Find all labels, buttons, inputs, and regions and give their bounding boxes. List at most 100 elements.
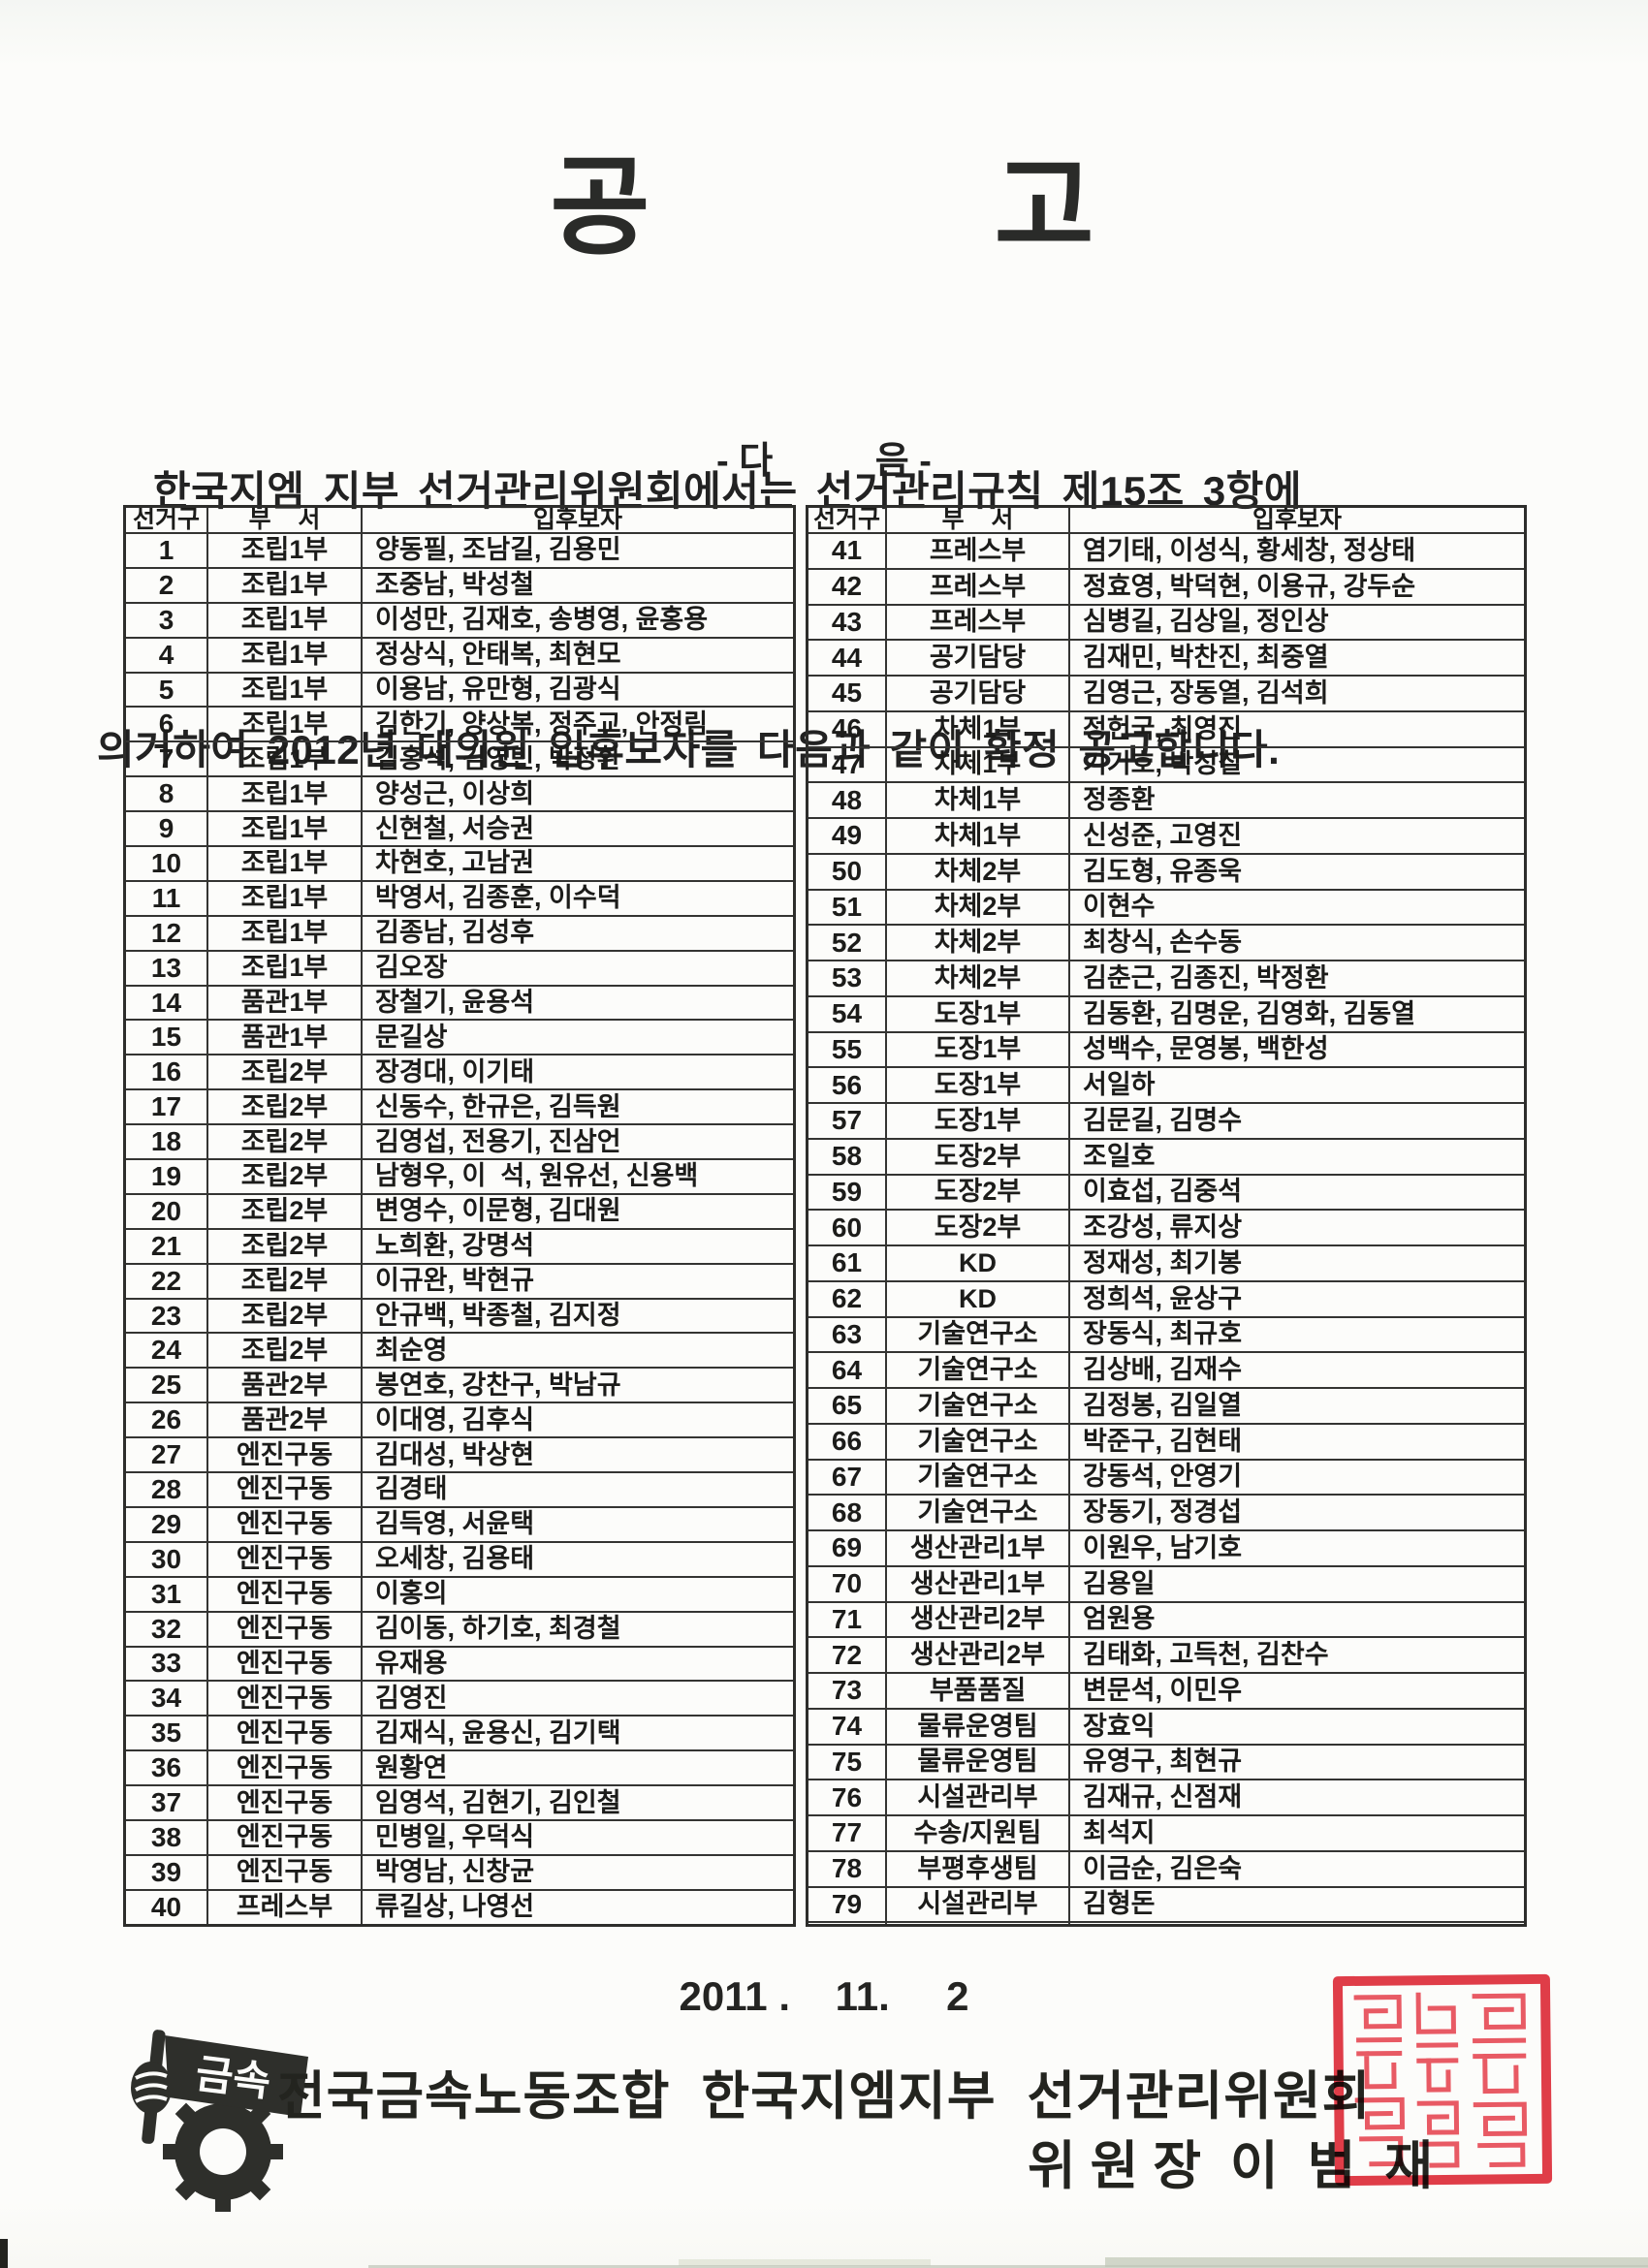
- district-cell: 51: [806, 888, 887, 927]
- table-row: 79 시설관리부 김형돈: [806, 1885, 1527, 1924]
- dept-cell: 조립1부: [206, 706, 363, 743]
- district-cell: 10: [123, 845, 208, 882]
- candidates-cell: 봉연호, 강찬구, 박남규: [361, 1367, 796, 1404]
- page-title: 공 고: [550, 146, 1098, 268]
- dept-cell: 기술연구소: [885, 1315, 1070, 1354]
- district-cell: 67: [806, 1458, 887, 1496]
- footer-organization: 전국금속노동조합 한국지엠지부 선거관리위원회: [277, 2067, 1372, 2126]
- dept-column-header: 부 서: [885, 505, 1070, 534]
- candidates-cell: 장동기, 정경섭: [1068, 1494, 1527, 1531]
- table-row: 72 생산관리2부 김태화, 고득천, 김찬수: [806, 1636, 1527, 1674]
- dept-cell: 생산관리1부: [885, 1564, 1070, 1603]
- dept-cell: 수송/지원팀: [885, 1814, 1070, 1852]
- scan-bottom-edge: [0, 2252, 1648, 2268]
- dept-cell: 프레스부: [206, 1888, 363, 1927]
- candidates-cell: 김영진: [361, 1680, 796, 1717]
- district-cell: 16: [123, 1054, 208, 1091]
- candidates-cell: 정효영, 박덕현, 이용규, 강두순: [1068, 567, 1527, 606]
- table-row: 34 엔진구동 김영진: [123, 1680, 796, 1717]
- dept-cell: 도장2부: [885, 1137, 1070, 1176]
- footer-chairman: 위 원 장 이 범 재: [1028, 2137, 1434, 2195]
- candidates-cell: 김태화, 고득천, 김찬수: [1068, 1636, 1527, 1674]
- table-row: 47 차체1부 기기호, 박성칠: [806, 745, 1527, 784]
- table-row: 71 생산관리2부 엄원용: [806, 1600, 1527, 1639]
- table-row: 12 조립1부 김종남, 김성후: [123, 914, 796, 952]
- candidates-cell: 유영구, 최현규: [1068, 1743, 1527, 1781]
- district-cell: 42: [806, 567, 887, 606]
- candidates-cell: 양성근, 이상희: [361, 775, 796, 813]
- table-row: 36 엔진구동 원황연: [123, 1749, 796, 1787]
- district-cell: 48: [806, 781, 887, 819]
- district-cell: 63: [806, 1315, 887, 1354]
- district-cell: 55: [806, 1030, 887, 1069]
- table-row: 41 프레스부 염기태, 이성식, 황세창, 정상태: [806, 532, 1527, 570]
- dept-cell: 조립1부: [206, 949, 363, 987]
- candidates-cell: 김동환, 김명운, 김영화, 김동열: [1068, 994, 1527, 1033]
- table-row: 76 시설관리부 김재규, 신점재: [806, 1779, 1527, 1816]
- district-cell: 30: [123, 1540, 208, 1578]
- table-row: 62 KD 정희석, 윤상구: [806, 1279, 1527, 1318]
- table-row: 55 도장1부 성백수, 문영봉, 백한성: [806, 1030, 1527, 1069]
- table-header-row: 선거구 부 서 입후보자: [806, 505, 1527, 534]
- table-row: 16 조립2부 장경대, 이기태: [123, 1054, 796, 1091]
- candidates-cell: 김한기, 양상복, 정주교, 안정림: [361, 706, 796, 743]
- district-cell: 12: [123, 914, 208, 952]
- dept-cell: 조립1부: [206, 810, 363, 848]
- candidates-cell: 김도형, 유종욱: [1068, 852, 1527, 891]
- candidates-cell: 정희석, 윤상구: [1068, 1279, 1527, 1318]
- dept-cell: 차체1부: [885, 709, 1070, 748]
- table-row: 70 생산관리1부 김용일: [806, 1564, 1527, 1603]
- candidates-cell: 유재용: [361, 1645, 796, 1683]
- district-cell: 58: [806, 1137, 887, 1176]
- dept-cell: 조립2부: [206, 1192, 363, 1230]
- candidates-cell: 김상배, 김재수: [1068, 1351, 1527, 1389]
- district-cell: 77: [806, 1814, 887, 1852]
- district-cell: 13: [123, 949, 208, 987]
- district-cell: 11: [123, 879, 208, 917]
- dept-cell: 조립1부: [206, 879, 363, 917]
- table-row: 60 도장2부 조강성, 류지상: [806, 1209, 1527, 1246]
- district-cell: 5: [123, 671, 208, 709]
- dept-cell: 시설관리부: [885, 1885, 1070, 1924]
- table-row: 19 조립2부 남형우, 이 석, 원유선, 신용백: [123, 1158, 796, 1195]
- dept-cell: 기술연구소: [885, 1494, 1070, 1531]
- metal-union-logo-icon: 금속: [131, 2030, 308, 2212]
- dept-cell: 차체1부: [885, 745, 1070, 784]
- table-row: 13 조립1부 김오장: [123, 949, 796, 987]
- dept-cell: 조립1부: [206, 775, 363, 813]
- district-cell: 17: [123, 1088, 208, 1126]
- district-cell: 33: [123, 1645, 208, 1683]
- candidates-cell: 김영섭, 전용기, 진삼언: [361, 1123, 796, 1161]
- district-cell: 45: [806, 675, 887, 712]
- candidates-cell: 안규백, 박종철, 김지정: [361, 1297, 796, 1335]
- candidates-cell: 오세창, 김용태: [361, 1540, 796, 1578]
- table-row: 22 조립2부 이규완, 박현규: [123, 1262, 796, 1300]
- district-cell: 53: [806, 960, 887, 997]
- district-cell: 39: [123, 1853, 208, 1891]
- dept-cell: 엔진구동: [206, 1436, 363, 1474]
- dept-cell: 도장1부: [885, 994, 1070, 1033]
- candidates-cell: 최석지: [1068, 1814, 1527, 1852]
- district-cell: 7: [123, 740, 208, 778]
- table-row: 65 기술연구소 김정봉, 김일열: [806, 1387, 1527, 1425]
- table-row: 23 조립2부 안규백, 박종철, 김지정: [123, 1297, 796, 1335]
- dept-cell: 엔진구동: [206, 1818, 363, 1856]
- dept-cell: 조립2부: [206, 1054, 363, 1091]
- table-row: 8 조립1부 양성근, 이상희: [123, 775, 796, 813]
- candidates-column-header: 입후보자: [1068, 505, 1527, 534]
- dept-cell: 물류운영팀: [885, 1707, 1070, 1746]
- candidates-cell: 문길상: [361, 1019, 796, 1056]
- candidates-cell: 장동식, 최규호: [1068, 1315, 1527, 1354]
- candidates-cell: 장철기, 윤용석: [361, 984, 796, 1022]
- candidates-cell: 김이동, 하기호, 최경철: [361, 1610, 796, 1648]
- table-row: 66 기술연구소 박준구, 김현태: [806, 1422, 1527, 1461]
- district-cell: [806, 1921, 887, 1927]
- table-row: 21 조립2부 노희환, 강명석: [123, 1227, 796, 1265]
- table-row: 28 엔진구동 김경태: [123, 1471, 796, 1508]
- dept-cell: 프레스부: [885, 567, 1070, 606]
- table-row: 69 생산관리1부 이원우, 남기호: [806, 1529, 1527, 1567]
- district-cell: 50: [806, 852, 887, 891]
- candidates-cell: 이금순, 김은숙: [1068, 1849, 1527, 1888]
- table-row: 40 프레스부 류길상, 나영선: [123, 1888, 796, 1927]
- logo-flag-label: 금속: [193, 2050, 272, 2104]
